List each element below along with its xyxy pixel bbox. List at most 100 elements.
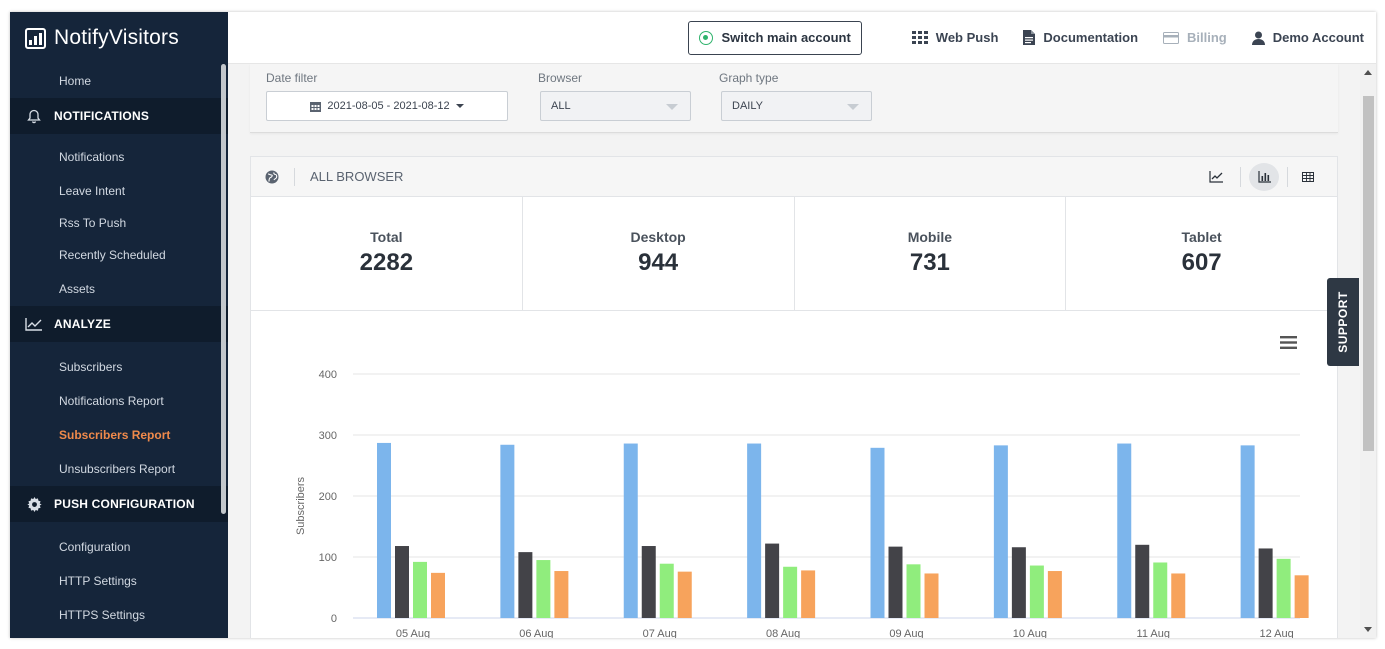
chart-menu-button[interactable] [1280,336,1297,354]
calendar-icon [310,101,322,112]
account-menu[interactable]: Demo Account [1251,30,1364,45]
divider [1287,167,1288,187]
chart-bar [1171,573,1186,618]
divider [1240,167,1241,187]
billing-link[interactable]: Billing [1163,30,1227,45]
chart-bar [377,442,391,618]
chart-bar [1029,565,1044,618]
y-tick-label: 300 [319,430,337,442]
x-tick-label: 09 Aug [889,628,923,638]
brand[interactable]: NotifyVisitors [10,12,228,64]
report-panel: ALL BROWSER Total 2282 [250,156,1338,638]
user-icon [1251,31,1265,45]
chart-bar [395,546,409,618]
x-tick-label: 06 Aug [519,628,553,638]
chart-bar [801,570,816,618]
graph-type-select-value: DAILY [732,100,763,112]
date-filter-picker[interactable]: 2021-08-05 - 2021-08-12 [266,91,508,121]
x-tick-label: 08 Aug [766,628,800,638]
chart-bar [765,543,780,618]
chart-bar [413,561,427,618]
web-push-label: Web Push [935,30,999,45]
sidebar-item-notifications[interactable]: Notifications [59,150,125,164]
sidebar-item-recently-scheduled[interactable]: Recently Scheduled [59,248,166,262]
chevron-down-icon [666,104,678,110]
y-tick-label: 400 [319,369,337,381]
page-scrollbar[interactable] [1360,64,1376,638]
chart-bar [1117,443,1132,618]
y-axis-label: Subscribers [295,476,307,535]
globe-icon [265,170,279,183]
chart-bar [1135,544,1150,618]
sidebar-item-subscribers[interactable]: Subscribers [59,360,123,374]
sidebar-section-label: ANALYZE [54,317,111,331]
web-push-link[interactable]: Web Push [911,30,999,45]
chart-bar [536,560,551,618]
sidebar-item-subscribers-report[interactable]: Subscribers Report [59,428,171,442]
chart-bar [677,571,692,618]
line-chart-view-button[interactable] [1201,163,1231,191]
sidebar-section-notifications[interactable]: NOTIFICATIONS [10,98,228,134]
gear-icon [24,496,44,512]
x-tick-label: 11 Aug [1137,628,1170,638]
sidebar-item-leave-intent[interactable]: Leave Intent [59,184,126,198]
sidebar-item-notifications-report[interactable]: Notifications Report [59,394,164,408]
chart-bar [870,447,885,618]
brand-name: NotifyVisitors [54,26,179,49]
chart-bar [659,563,674,618]
documentation-link[interactable]: Documentation [1023,30,1138,45]
chart-bar [500,444,515,618]
stat-total-label: Total [370,229,403,245]
sidebar-item-unsubscribers-report[interactable]: Unsubscribers Report [59,462,176,476]
switch-main-account-label: Switch main account [721,30,851,45]
graph-type-select[interactable]: DAILY [721,91,872,121]
sidebar: NotifyVisitors Home NOTIFICATIONS Notifi… [10,12,228,638]
table-view-button[interactable] [1293,163,1323,191]
sidebar-section-push-configuration[interactable]: PUSH CONFIGURATION [10,486,228,522]
switch-main-account-button[interactable]: Switch main account [688,20,862,55]
chart-bar [1047,571,1062,618]
sidebar-item-home[interactable]: Home [59,74,92,88]
table-icon [1302,172,1314,182]
scroll-down-arrow-icon[interactable] [1364,627,1372,632]
bar-chart-view-button[interactable] [1249,163,1279,191]
stat-tablet: Tablet 607 [1066,197,1337,310]
chart-area: 0 100 200 300 400 Subscribers 05 Aug 06 Aug 07 A… [251,312,1337,638]
sidebar-item-https-settings[interactable]: HTTPS Settings [59,608,146,622]
chevron-down-icon [847,104,859,110]
sidebar-item-configuration[interactable]: Configuration [59,540,131,554]
scroll-up-arrow-icon[interactable] [1364,70,1372,75]
chart-bar [747,443,762,618]
sidebar-item-assets[interactable]: Assets [59,282,96,296]
main-content: Date filter 2021-08-05 - 2021-08-12 Brow… [228,64,1352,638]
chart-bar [1153,562,1168,618]
grid-icon [911,31,928,44]
x-tick-label: 12 Aug [1259,628,1293,638]
y-tick-label: 100 [319,552,337,564]
browser-label: Browser [538,71,583,85]
line-chart-icon [24,317,44,331]
chart-bar [641,546,656,618]
stat-total: Total 2282 [251,197,523,310]
date-filter-value: 2021-08-05 - 2021-08-12 [327,100,450,112]
brand-logo-icon [25,27,46,49]
support-tab[interactable]: SUPPORT [1327,278,1359,366]
browser-select[interactable]: ALL [540,91,691,121]
chart-bar [888,546,903,618]
sidebar-item-http-settings[interactable]: HTTP Settings [59,574,137,588]
stat-mobile-label: Mobile [907,229,953,245]
chart-bar [1294,575,1309,618]
x-tick-label: 07 Aug [643,628,677,638]
sidebar-item-rss-to-push[interactable]: Rss To Push [59,216,127,230]
sidebar-scrollbar[interactable] [221,64,226,514]
chevron-down-icon [455,104,464,108]
chart-bar [623,443,638,618]
chart-bar [1258,548,1273,618]
scrollbar-thumb[interactable] [1363,96,1374,451]
support-label: SUPPORT [1336,291,1351,353]
document-icon [1023,30,1036,45]
sidebar-section-analyze[interactable]: ANALYZE [10,306,228,342]
bell-icon [24,109,44,124]
chart-bar [554,571,569,618]
panel-header: ALL BROWSER [251,157,1337,197]
